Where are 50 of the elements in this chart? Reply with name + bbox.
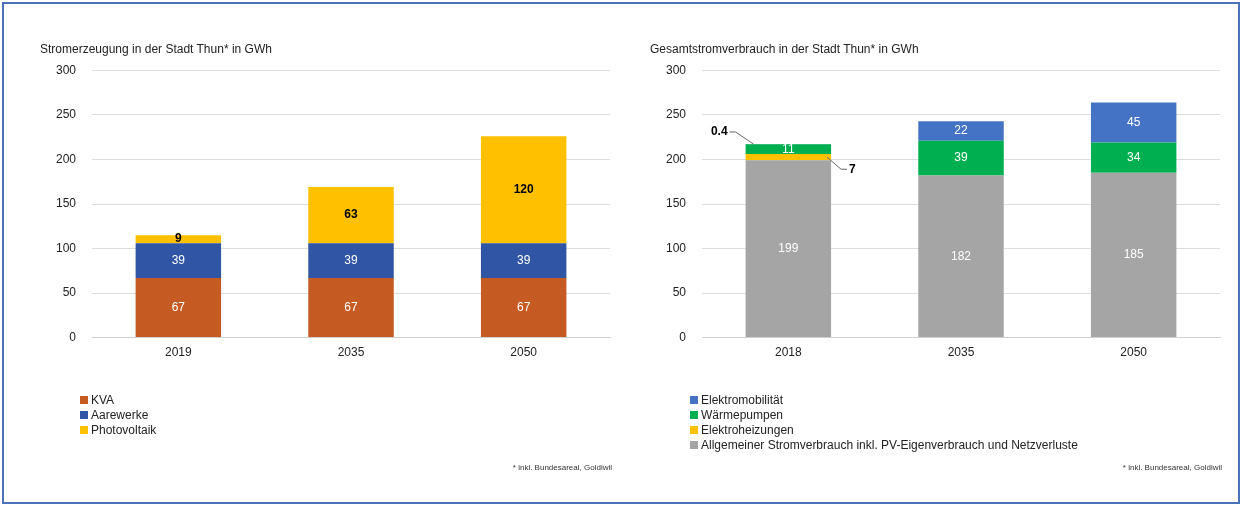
data-label: 185 bbox=[1123, 247, 1144, 262]
y-tick-label: 150 bbox=[55, 196, 77, 211]
data-label: 39 bbox=[516, 252, 531, 267]
data-label: 11 bbox=[782, 141, 795, 156]
data-label: 0.4 bbox=[710, 124, 728, 139]
data-label: 34 bbox=[1126, 150, 1141, 164]
legend-label: Wärmepumpen bbox=[700, 408, 785, 423]
chart-title: Gesamtstromverbrauch in der Stadt Thun* in GWh bbox=[650, 41, 919, 56]
data-label: 22 bbox=[954, 123, 968, 138]
y-tick-label: 0 bbox=[679, 329, 687, 344]
y-tick-label: 300 bbox=[665, 62, 687, 77]
legend-label: Aarewerke bbox=[90, 408, 150, 423]
text: * inkl. Bundesareal, Goldiwil bbox=[1122, 463, 1222, 472]
legend-label: Photovoltaik bbox=[90, 423, 157, 438]
x-tick-label: 2035 bbox=[337, 345, 365, 360]
data-label: 199 bbox=[778, 241, 799, 256]
y-tick-label: 0 bbox=[69, 329, 77, 344]
legend-label: KVA bbox=[90, 393, 116, 408]
y-tick-label: 100 bbox=[665, 240, 687, 255]
y-tick-label: 100 bbox=[55, 240, 77, 255]
data-label: 9 bbox=[175, 231, 183, 246]
data-label: 39 bbox=[954, 150, 968, 165]
legend-label: Allgemeiner Stromverbrauch inkl. PV-Eigenverbrauch und Netzverluste bbox=[700, 438, 1078, 453]
data-label: 120 bbox=[513, 182, 534, 197]
y-tick-label: 150 bbox=[665, 196, 687, 211]
data-label: 39 bbox=[344, 252, 358, 267]
data-label: 67 bbox=[344, 299, 358, 314]
legend-label: Elektroheizungen bbox=[700, 423, 795, 438]
data-label: 67 bbox=[171, 299, 186, 314]
x-tick-label: 2050 bbox=[1120, 345, 1148, 360]
data-label: 182 bbox=[951, 248, 972, 263]
y-tick-label: 200 bbox=[55, 151, 77, 166]
y-tick-label: 250 bbox=[665, 107, 687, 122]
data-label: 7 bbox=[849, 161, 857, 176]
chart-title: Stromerzeugung in der Stadt Thun* in GWh bbox=[40, 41, 272, 56]
data-label: 45 bbox=[1126, 114, 1141, 129]
legend-label: Elektromobilität bbox=[700, 393, 785, 408]
y-tick-label: 50 bbox=[62, 285, 77, 300]
y-tick-label: 250 bbox=[55, 107, 77, 122]
data-label: 39 bbox=[171, 252, 186, 267]
y-tick-label: 300 bbox=[55, 62, 77, 77]
x-tick-label: 2035 bbox=[947, 345, 975, 360]
x-tick-label: 2018 bbox=[775, 345, 803, 360]
y-tick-label: 200 bbox=[665, 151, 687, 166]
text: * inkl. Bundesareal, Goldiwil bbox=[512, 463, 612, 472]
y-tick-label: 50 bbox=[672, 285, 687, 300]
data-label: 63 bbox=[344, 207, 358, 222]
x-tick-label: 2019 bbox=[165, 345, 193, 360]
data-label: 67 bbox=[516, 299, 531, 314]
x-tick-label: 2050 bbox=[510, 345, 538, 360]
